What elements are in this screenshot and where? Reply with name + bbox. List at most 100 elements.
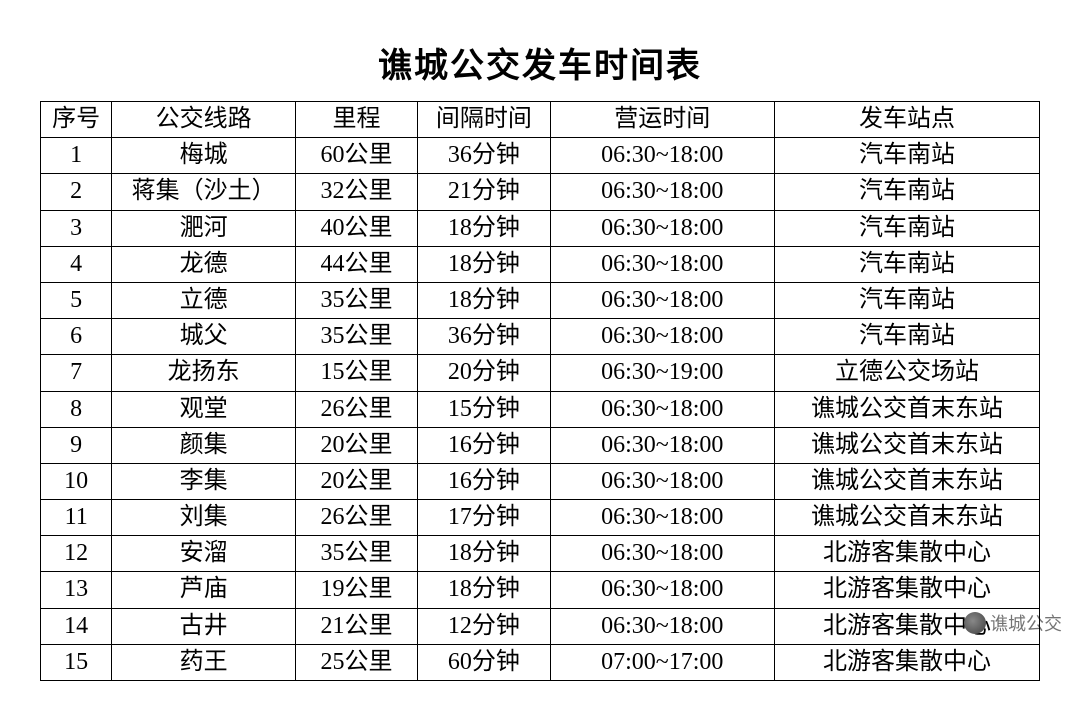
table-cell: 1 — [41, 138, 112, 174]
table-row: 12安溜35公里18分钟06:30~18:00北游客集散中心 — [41, 536, 1040, 572]
table-cell: 21公里 — [295, 608, 417, 644]
table-cell: 06:30~18:00 — [550, 282, 774, 318]
table-cell: 4 — [41, 246, 112, 282]
table-cell: 8 — [41, 391, 112, 427]
table-cell: 北游客集散中心 — [774, 536, 1039, 572]
table-cell: 06:30~18:00 — [550, 608, 774, 644]
table-cell: 06:30~18:00 — [550, 174, 774, 210]
col-seq: 序号 — [41, 102, 112, 138]
table-cell: 谯城公交首末东站 — [774, 500, 1039, 536]
table-row: 1梅城60公里36分钟06:30~18:00汽车南站 — [41, 138, 1040, 174]
watermark-text: 谯城公交 — [990, 610, 1062, 636]
schedule-table: 序号 公交线路 里程 间隔时间 营运时间 发车站点 1梅城60公里36分钟06:… — [40, 101, 1040, 681]
col-route: 公交线路 — [112, 102, 295, 138]
table-cell: 谯城公交首末东站 — [774, 427, 1039, 463]
table-cell: 35公里 — [295, 319, 417, 355]
table-cell: 汽车南站 — [774, 246, 1039, 282]
table-cell: 立德公交场站 — [774, 355, 1039, 391]
table-row: 10李集20公里16分钟06:30~18:00谯城公交首末东站 — [41, 463, 1040, 499]
table-cell: 龙德 — [112, 246, 295, 282]
table-cell: 立德 — [112, 282, 295, 318]
table-cell: 谯城公交首末东站 — [774, 463, 1039, 499]
table-row: 8观堂26公里15分钟06:30~18:00谯城公交首末东站 — [41, 391, 1040, 427]
col-interval: 间隔时间 — [418, 102, 551, 138]
table-cell: 汽车南站 — [774, 282, 1039, 318]
table-cell: 安溜 — [112, 536, 295, 572]
table-cell: 06:30~18:00 — [550, 246, 774, 282]
table-cell: 刘集 — [112, 500, 295, 536]
table-cell: 13 — [41, 572, 112, 608]
table-row: 4龙德44公里18分钟06:30~18:00汽车南站 — [41, 246, 1040, 282]
table-cell: 35公里 — [295, 536, 417, 572]
table-row: 13芦庙19公里18分钟06:30~18:00北游客集散中心 — [41, 572, 1040, 608]
table-cell: 颜集 — [112, 427, 295, 463]
table-cell: 李集 — [112, 463, 295, 499]
table-cell: 06:30~18:00 — [550, 319, 774, 355]
table-cell: 18分钟 — [418, 246, 551, 282]
col-hours: 营运时间 — [550, 102, 774, 138]
table-row: 3淝河40公里18分钟06:30~18:00汽车南站 — [41, 210, 1040, 246]
table-cell: 汽车南站 — [774, 210, 1039, 246]
table-cell: 06:30~19:00 — [550, 355, 774, 391]
table-cell: 梅城 — [112, 138, 295, 174]
table-cell: 26公里 — [295, 391, 417, 427]
col-distance: 里程 — [295, 102, 417, 138]
table-cell: 北游客集散中心 — [774, 572, 1039, 608]
table-cell: 12分钟 — [418, 608, 551, 644]
table-cell: 16分钟 — [418, 427, 551, 463]
table-cell: 35公里 — [295, 282, 417, 318]
watermark: 谯城公交 — [964, 610, 1062, 636]
table-cell: 汽车南站 — [774, 138, 1039, 174]
table-cell: 32公里 — [295, 174, 417, 210]
page-title: 谯城公交发车时间表 — [40, 38, 1040, 87]
table-cell: 谯城公交首末东站 — [774, 391, 1039, 427]
table-cell: 18分钟 — [418, 572, 551, 608]
table-cell: 7 — [41, 355, 112, 391]
table-cell: 汽车南站 — [774, 174, 1039, 210]
table-cell: 古井 — [112, 608, 295, 644]
table-cell: 2 — [41, 174, 112, 210]
table-cell: 14 — [41, 608, 112, 644]
table-cell: 40公里 — [295, 210, 417, 246]
table-cell: 18分钟 — [418, 282, 551, 318]
table-cell: 12 — [41, 536, 112, 572]
table-row: 5立德35公里18分钟06:30~18:00汽车南站 — [41, 282, 1040, 318]
table-cell: 20公里 — [295, 427, 417, 463]
table-cell: 06:30~18:00 — [550, 138, 774, 174]
table-cell: 芦庙 — [112, 572, 295, 608]
table-cell: 11 — [41, 500, 112, 536]
table-cell: 15公里 — [295, 355, 417, 391]
table-cell: 36分钟 — [418, 319, 551, 355]
table-cell: 16分钟 — [418, 463, 551, 499]
table-cell: 18分钟 — [418, 536, 551, 572]
table-cell: 19公里 — [295, 572, 417, 608]
table-cell: 18分钟 — [418, 210, 551, 246]
table-row: 14古井21公里12分钟06:30~18:00北游客集散中心 — [41, 608, 1040, 644]
wechat-icon — [964, 612, 986, 634]
table-cell: 60公里 — [295, 138, 417, 174]
table-cell: 汽车南站 — [774, 319, 1039, 355]
table-cell: 15分钟 — [418, 391, 551, 427]
table-cell: 20分钟 — [418, 355, 551, 391]
table-row: 6城父35公里36分钟06:30~18:00汽车南站 — [41, 319, 1040, 355]
table-cell: 淝河 — [112, 210, 295, 246]
table-row: 9颜集20公里16分钟06:30~18:00谯城公交首末东站 — [41, 427, 1040, 463]
table-cell: 20公里 — [295, 463, 417, 499]
table-cell: 06:30~18:00 — [550, 391, 774, 427]
table-cell: 21分钟 — [418, 174, 551, 210]
table-cell: 06:30~18:00 — [550, 463, 774, 499]
table-cell: 6 — [41, 319, 112, 355]
table-cell: 06:30~18:00 — [550, 427, 774, 463]
table-cell: 17分钟 — [418, 500, 551, 536]
col-station: 发车站点 — [774, 102, 1039, 138]
table-cell: 26公里 — [295, 500, 417, 536]
table-cell: 蒋集（沙土） — [112, 174, 295, 210]
table-cell: 06:30~18:00 — [550, 572, 774, 608]
table-header-row: 序号 公交线路 里程 间隔时间 营运时间 发车站点 — [41, 102, 1040, 138]
table-cell: 06:30~18:00 — [550, 536, 774, 572]
table-cell: 06:30~18:00 — [550, 500, 774, 536]
table-row: 2蒋集（沙土）32公里21分钟06:30~18:00汽车南站 — [41, 174, 1040, 210]
table-cell: 06:30~18:00 — [550, 210, 774, 246]
table-cell: 10 — [41, 463, 112, 499]
table-cell: 36分钟 — [418, 138, 551, 174]
